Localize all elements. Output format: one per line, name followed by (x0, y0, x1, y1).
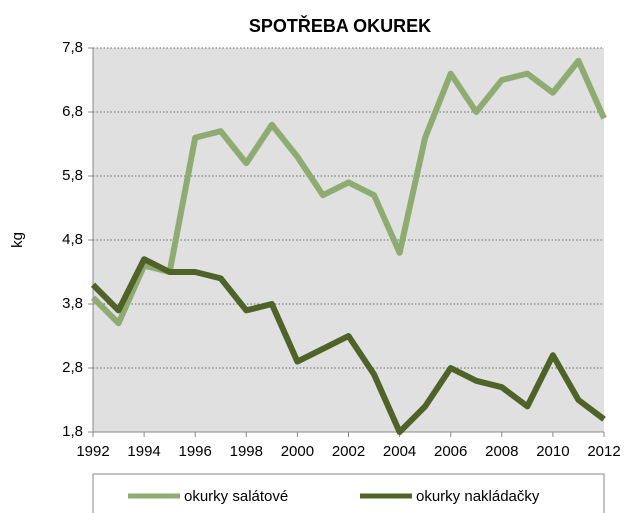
y-tick-label: 4,8 (62, 231, 83, 248)
y-axis-label: kg (9, 232, 26, 248)
x-tick-label: 1994 (127, 443, 160, 460)
x-tick-label: 1998 (230, 443, 263, 460)
y-tick-label: 5,8 (62, 167, 83, 184)
legend-label: okurky nakládačky (416, 488, 540, 505)
series-line (90, 57, 607, 327)
y-tick-label: 3,8 (62, 295, 83, 312)
y-tick-label: 1,8 (62, 423, 83, 440)
x-tick-label: 2010 (536, 443, 569, 460)
y-tick-label: 2,8 (62, 359, 83, 376)
x-tick-label: 2004 (383, 443, 416, 460)
chart-title: SPOTŘEBA OKUREK (249, 15, 431, 36)
series-line (90, 256, 606, 435)
x-tick-label: 2006 (434, 443, 467, 460)
x-tick-label: 1996 (179, 443, 212, 460)
x-tick-label: 2008 (485, 443, 518, 460)
y-tick-label: 6,8 (62, 103, 83, 120)
x-tick-label: 2002 (332, 443, 365, 460)
y-tick-label: 7,8 (62, 39, 83, 56)
x-tick-label: 1992 (76, 443, 109, 460)
x-tick-label: 2012 (587, 443, 620, 460)
x-tick-label: 2000 (281, 443, 314, 460)
legend-label: okurky salátové (184, 488, 288, 505)
